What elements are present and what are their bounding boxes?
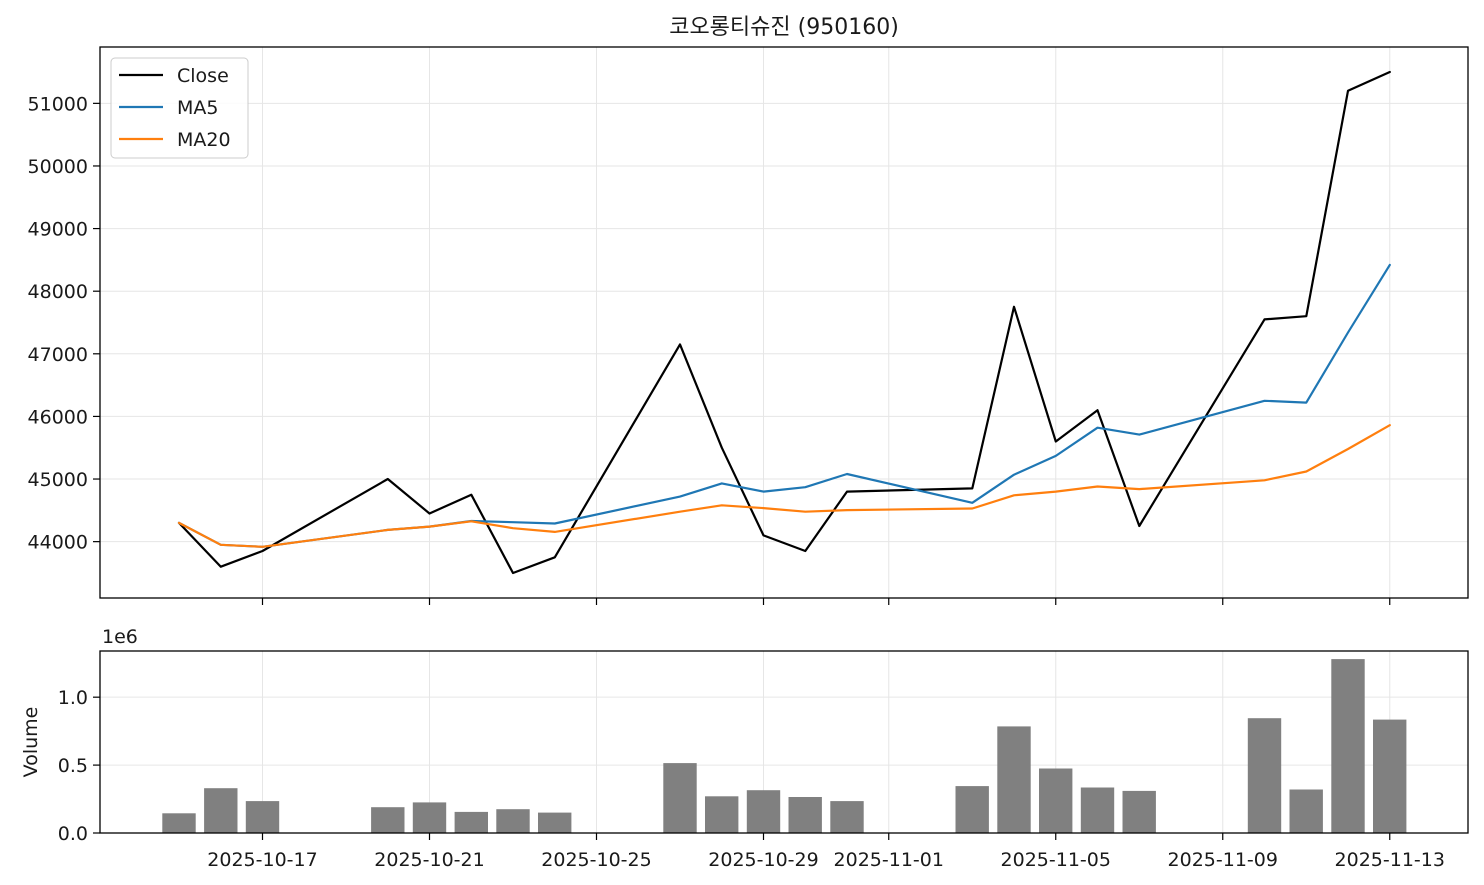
x-tick-label: 2025-10-21 <box>374 849 484 871</box>
volume-bar <box>1039 768 1073 833</box>
volume-y-tick-label: 0.0 <box>58 823 88 845</box>
price-chart-title: 코오롱티슈진 (950160) <box>669 15 899 40</box>
price-y-tick-label: 51000 <box>28 93 88 115</box>
volume-bar <box>162 813 196 833</box>
legend-label-ma5: MA5 <box>177 97 218 119</box>
legend: Close MA5 MA20 <box>110 57 249 159</box>
volume-y-axis: 0.0 0.5 1.0 <box>58 687 100 845</box>
price-series <box>177 70 1391 575</box>
volume-plot-frame <box>99 650 1469 834</box>
volume-bar <box>1122 790 1156 833</box>
volume-y-tick-label: 0.5 <box>58 755 88 777</box>
volume-bar <box>1080 787 1115 833</box>
price-y-tick-label: 48000 <box>28 281 88 303</box>
volume-bar <box>955 786 989 833</box>
volume-bar <box>997 726 1031 833</box>
price-y-tick-label: 49000 <box>28 219 88 241</box>
volume-bar <box>663 763 697 833</box>
price-plot-frame <box>99 46 1469 599</box>
legend-box <box>110 57 249 159</box>
series-line-ma20 <box>177 424 1391 548</box>
series-line-close <box>177 70 1391 575</box>
volume-y-tick-label: 1.0 <box>58 687 88 709</box>
volume-y-axis-label: Volume <box>20 707 42 778</box>
volume-x-axis: 2025-10-17 2025-10-21 2025-10-25 2025-10-29… <box>207 833 1445 871</box>
price-y-axis: 44000 45000 46000 47000 48000 49000 50000 51000 <box>28 93 100 554</box>
volume-offset-label: 1e6 <box>102 626 138 648</box>
price-y-tick-label: 47000 <box>28 344 88 366</box>
volume-bar <box>538 812 572 833</box>
volume-bar <box>245 801 280 833</box>
volume-bar <box>1247 718 1282 833</box>
volume-bar <box>1331 659 1365 833</box>
price-y-tick-label: 45000 <box>28 469 88 491</box>
x-tick-label: 2025-10-17 <box>207 849 317 871</box>
volume-bars <box>162 659 1407 833</box>
x-tick-label: 2025-11-09 <box>1168 849 1278 871</box>
volume-bar <box>1373 719 1407 833</box>
volume-bar <box>788 797 822 833</box>
price-y-tick-label: 46000 <box>28 406 88 428</box>
volume-bar <box>412 802 447 833</box>
x-tick-label: 2025-10-29 <box>708 849 818 871</box>
x-tick-label: 2025-11-01 <box>834 849 944 871</box>
volume-bar <box>371 807 405 833</box>
price-y-tick-label: 50000 <box>28 156 88 178</box>
volume-bar <box>705 796 739 833</box>
price-y-tick-label: 44000 <box>28 532 88 554</box>
x-tick-label: 2025-11-13 <box>1335 849 1445 871</box>
volume-bar <box>204 788 238 833</box>
legend-label-close: Close <box>177 65 229 87</box>
x-tick-label: 2025-10-25 <box>541 849 651 871</box>
price-grid <box>100 47 1468 598</box>
volume-bar <box>830 801 864 833</box>
volume-bar <box>496 809 530 833</box>
legend-label-ma20: MA20 <box>177 129 231 151</box>
volume-bar <box>454 811 488 833</box>
price-x-axis <box>261 598 1391 605</box>
x-tick-label: 2025-11-05 <box>1001 849 1111 871</box>
volume-bar <box>746 790 781 833</box>
volume-bar <box>1289 789 1323 833</box>
